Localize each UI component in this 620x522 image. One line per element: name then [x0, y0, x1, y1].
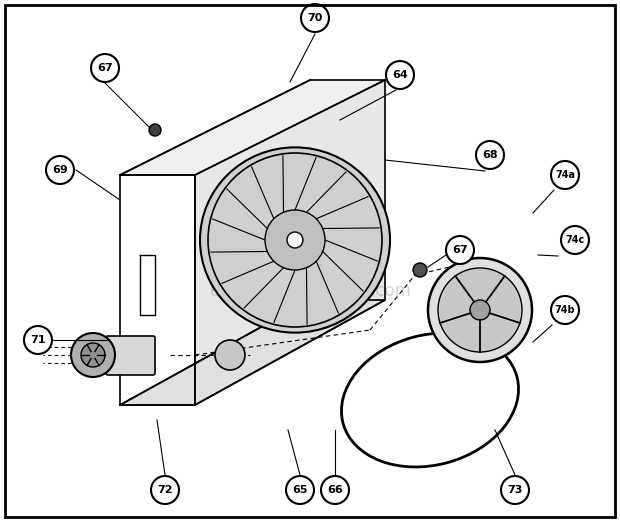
Circle shape — [476, 141, 504, 169]
Text: 74c: 74c — [565, 235, 585, 245]
Text: eReplacementParts.com: eReplacementParts.com — [209, 282, 411, 300]
Circle shape — [413, 263, 427, 277]
Circle shape — [81, 343, 105, 367]
Polygon shape — [195, 80, 385, 405]
Circle shape — [71, 333, 115, 377]
Circle shape — [286, 476, 314, 504]
Circle shape — [561, 226, 589, 254]
Text: 67: 67 — [97, 63, 113, 73]
Circle shape — [91, 54, 119, 82]
Text: 74b: 74b — [555, 305, 575, 315]
Circle shape — [301, 4, 329, 32]
FancyBboxPatch shape — [106, 336, 155, 375]
Circle shape — [287, 232, 303, 248]
Circle shape — [428, 258, 532, 362]
Circle shape — [551, 161, 579, 189]
Circle shape — [24, 326, 52, 354]
Text: 64: 64 — [392, 70, 408, 80]
Text: 70: 70 — [308, 13, 322, 23]
Circle shape — [151, 476, 179, 504]
Circle shape — [46, 156, 74, 184]
Text: 71: 71 — [30, 335, 46, 345]
Polygon shape — [120, 80, 385, 175]
Text: 69: 69 — [52, 165, 68, 175]
Circle shape — [265, 210, 325, 270]
Circle shape — [438, 268, 522, 352]
Text: 67: 67 — [452, 245, 468, 255]
Ellipse shape — [200, 147, 390, 333]
Circle shape — [470, 300, 490, 320]
Circle shape — [551, 296, 579, 324]
Circle shape — [386, 61, 414, 89]
Text: 73: 73 — [507, 485, 523, 495]
Circle shape — [149, 124, 161, 136]
Text: 74a: 74a — [555, 170, 575, 180]
Circle shape — [321, 476, 349, 504]
Text: 68: 68 — [482, 150, 498, 160]
Text: 65: 65 — [292, 485, 308, 495]
Circle shape — [446, 236, 474, 264]
Circle shape — [215, 340, 245, 370]
Circle shape — [501, 476, 529, 504]
Text: 66: 66 — [327, 485, 343, 495]
Text: 72: 72 — [157, 485, 173, 495]
Polygon shape — [120, 300, 385, 405]
